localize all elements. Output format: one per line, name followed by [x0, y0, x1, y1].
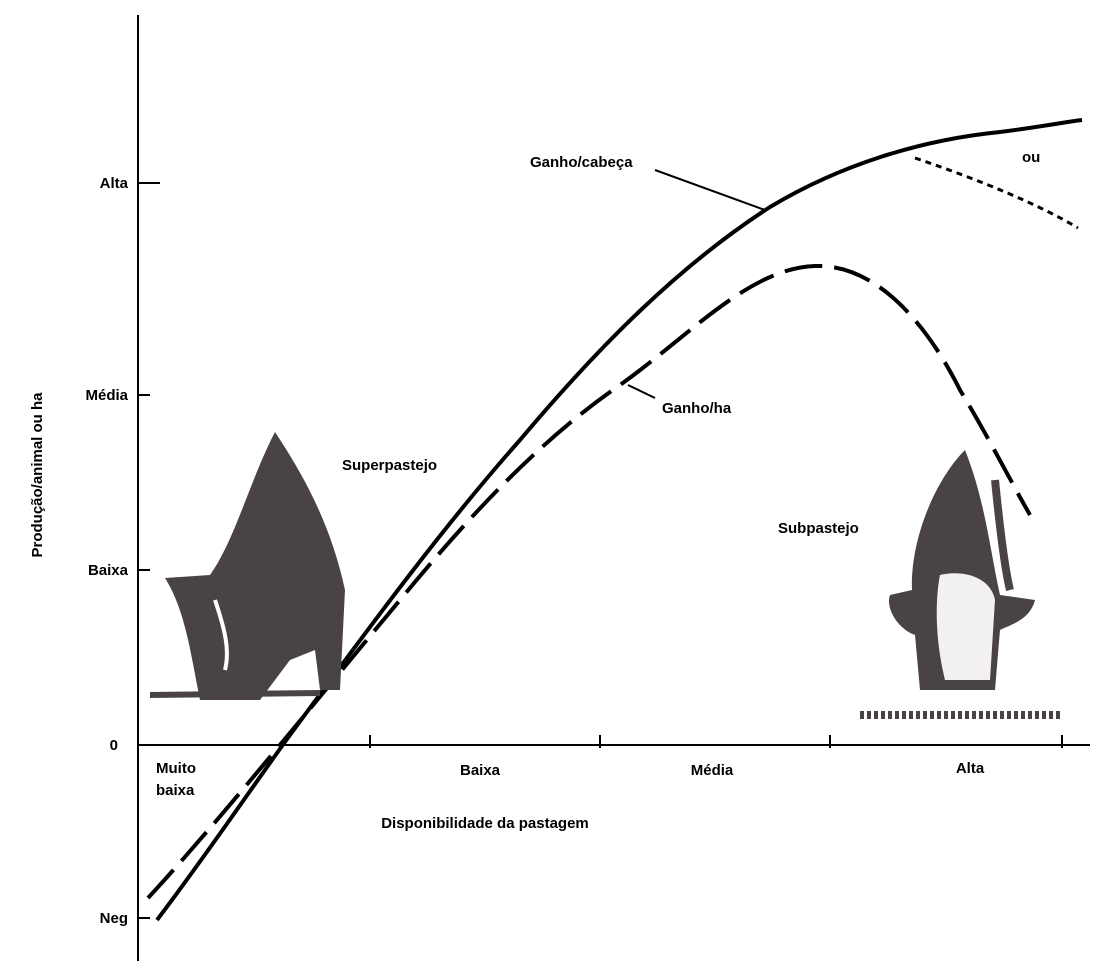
- x-label: Alta: [956, 760, 985, 777]
- annotation: Superpastejo: [342, 457, 437, 474]
- x-axis-title: Disponibilidade da pastagem: [381, 815, 589, 832]
- gain-per-head-alt-curve: [914, 156, 1079, 230]
- y-label: Alta: [100, 175, 129, 192]
- y-ticks: [138, 182, 160, 919]
- lying-cow: [860, 450, 1060, 719]
- annotation: Ganho/ha: [662, 400, 732, 417]
- grazing-cow: [149, 432, 345, 700]
- annotation: ou: [1022, 149, 1040, 166]
- annotation: Subpastejo: [778, 520, 859, 537]
- x-ticks: [369, 735, 1063, 748]
- x-label: Muito: [156, 760, 196, 777]
- y-label: Baixa: [88, 562, 129, 579]
- x-label: Média: [691, 762, 734, 779]
- y-axis-title: Produção/animal ou ha: [29, 392, 46, 558]
- y-label: Média: [85, 387, 128, 404]
- x-label: baixa: [156, 782, 195, 799]
- leader-line: [654, 169, 766, 211]
- y-label: 0: [110, 737, 118, 754]
- annotation: Ganho/cabeça: [530, 154, 633, 171]
- leader-line: [627, 384, 656, 399]
- gain-per-ha-curve: [146, 263, 1032, 900]
- y-label: Neg: [100, 910, 128, 927]
- x-label: Baixa: [460, 762, 501, 779]
- gain-per-head-curve: [155, 118, 1083, 922]
